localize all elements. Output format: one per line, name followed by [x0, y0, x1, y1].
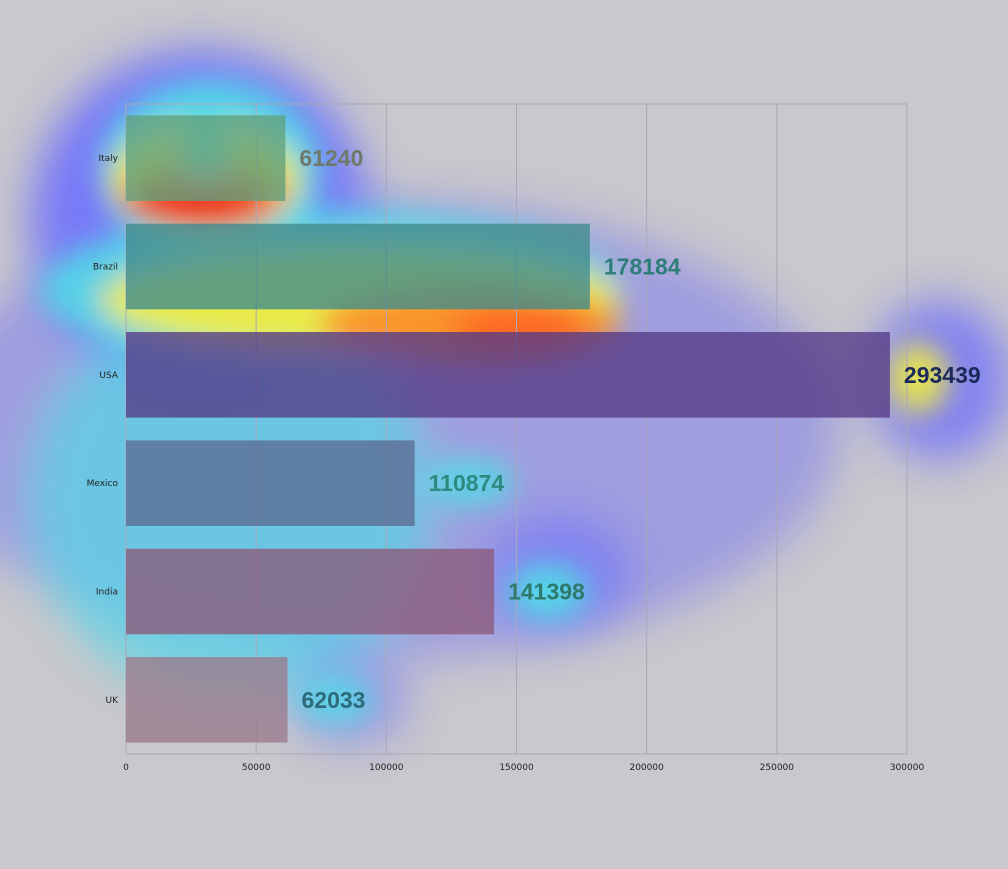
bar-uk — [126, 657, 288, 743]
x-tick-label: 100000 — [369, 763, 404, 773]
bar-italy — [126, 115, 286, 201]
x-tick-label: 0 — [123, 763, 129, 773]
y-tick-label: Mexico — [87, 479, 119, 489]
value-labels: 61240 178184 293439 110874 141398 62033 — [299, 145, 980, 713]
y-tick-label: USA — [99, 371, 118, 381]
bar-usa — [126, 332, 890, 418]
y-tick-label: India — [96, 588, 118, 598]
x-tick-label: 300000 — [890, 763, 925, 773]
x-tick-label: 50000 — [242, 763, 271, 773]
bar-mexico — [126, 440, 415, 526]
grid-lines — [125, 104, 908, 754]
y-axis-labels: Italy Brazil USA Mexico India UK — [87, 154, 120, 706]
value-label: 293439 — [904, 362, 981, 388]
value-label: 62033 — [301, 687, 365, 713]
value-label: 110874 — [429, 470, 505, 496]
value-label: 141398 — [508, 579, 585, 605]
value-label: 178184 — [604, 254, 681, 280]
bar-india — [126, 548, 495, 635]
bar-brazil — [126, 223, 590, 310]
y-tick-label: Brazil — [93, 263, 118, 273]
x-axis-labels: 0 50000 100000 150000 200000 250000 300000 — [123, 763, 924, 773]
x-tick-label: 150000 — [499, 763, 534, 773]
value-label: 61240 — [299, 145, 363, 171]
y-tick-label: Italy — [98, 154, 118, 164]
x-tick-label: 250000 — [760, 763, 795, 773]
y-tick-label: UK — [106, 696, 120, 706]
bars — [126, 115, 890, 743]
x-tick-label: 200000 — [629, 763, 664, 773]
